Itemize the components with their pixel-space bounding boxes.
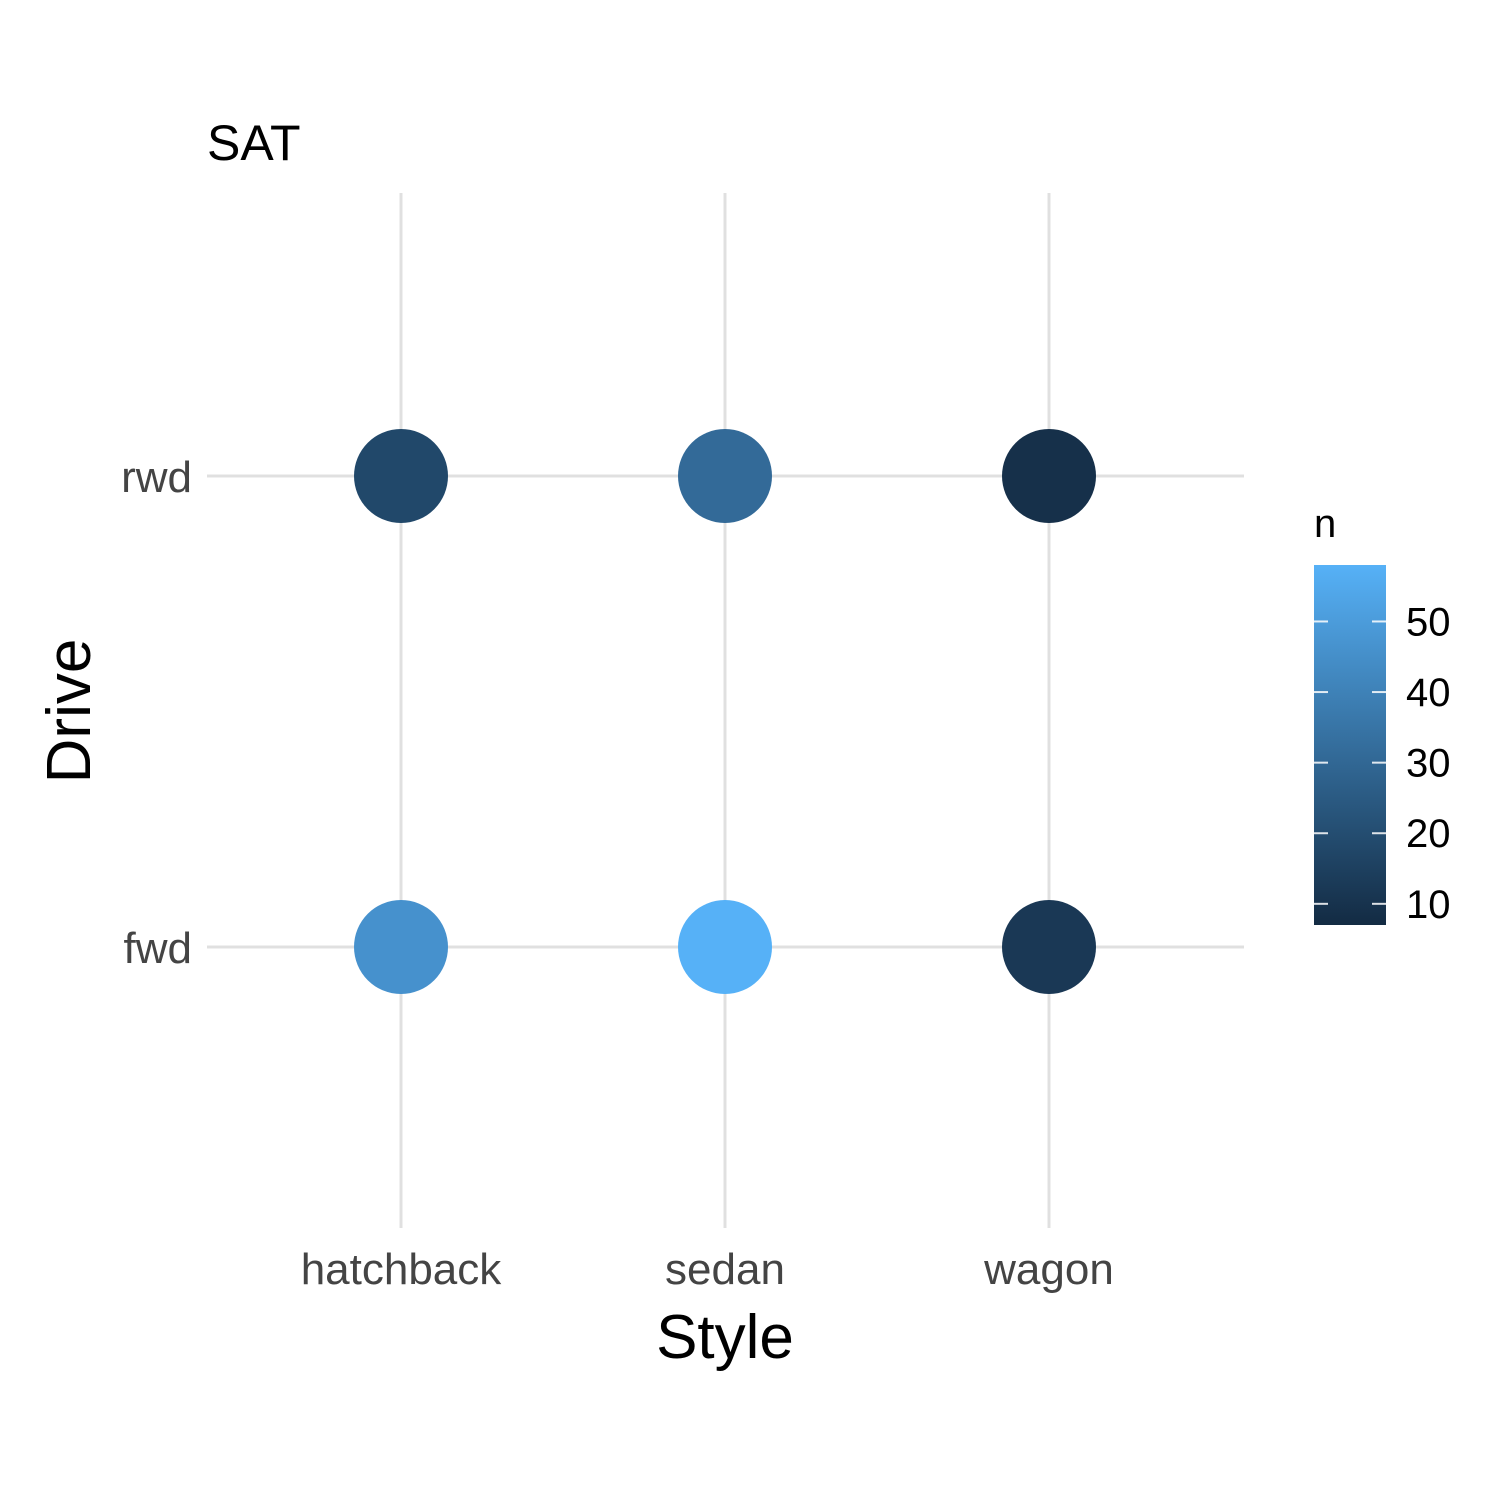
data-point-wagon-rwd [1002,429,1096,523]
legend-tick-label: 30 [1406,742,1451,786]
legend-title: n [1314,502,1336,546]
data-points [354,429,1096,994]
data-point-hatchback-rwd [354,429,448,523]
data-point-hatchback-fwd [354,900,448,994]
y-tick-label: fwd [124,924,192,973]
legend-tick-label: 50 [1406,600,1451,644]
data-point-sedan-rwd [678,429,772,523]
legend-tick-label: 40 [1406,671,1451,715]
x-tick-label: wagon [983,1245,1114,1294]
x-tick-label: hatchback [301,1245,503,1294]
y-axis-title: Drive [35,639,104,784]
colorbar [1314,565,1386,925]
grid-lines [207,193,1244,1228]
legend-tick-label: 20 [1406,812,1451,856]
y-axis-ticks: fwd rwd [121,453,192,973]
data-point-wagon-fwd [1002,900,1096,994]
color-legend: n 10 20 30 40 50 [1314,502,1451,927]
x-axis-ticks: hatchback sedan wagon [301,1245,1114,1294]
legend-ticks: 10 20 30 40 50 [1314,600,1451,927]
chart-title: SAT [207,115,301,171]
x-tick-label: sedan [665,1245,785,1294]
y-tick-label: rwd [121,453,192,502]
x-axis-title: Style [656,1303,794,1372]
data-point-sedan-fwd [678,900,772,994]
legend-tick-label: 10 [1406,883,1451,927]
